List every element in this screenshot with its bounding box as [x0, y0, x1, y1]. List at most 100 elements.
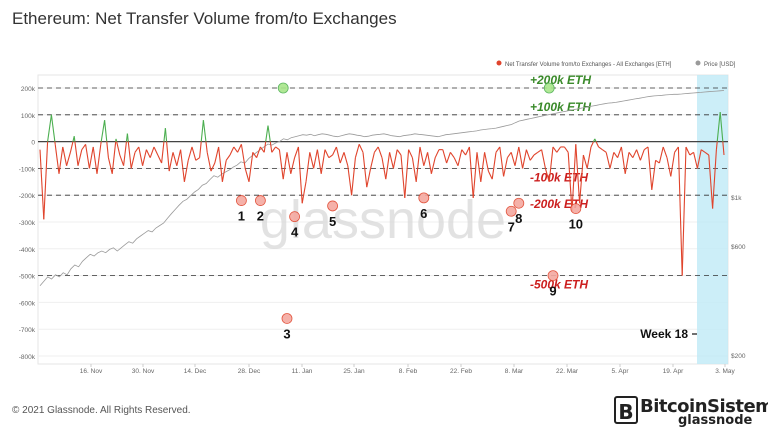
- net-transfer-segment: [200, 120, 204, 142]
- net-transfer-segment: [106, 141, 109, 158]
- net-transfer-segment: [210, 162, 216, 172]
- peak-marker: [235, 195, 247, 206]
- net-transfer-segment: [138, 146, 144, 166]
- legend-net-transfer-swatch: [496, 60, 502, 66]
- net-transfer-segment: [373, 146, 379, 153]
- net-transfer-segment: [77, 149, 83, 166]
- net-transfer-segment: [218, 146, 223, 182]
- x-tick-label: 28. Dec: [238, 368, 261, 375]
- net-transfer-segment: [571, 144, 577, 212]
- net-transfer-segment: [54, 144, 60, 174]
- net-transfer-segment: [81, 143, 87, 150]
- net-transfer-segment: [400, 154, 406, 198]
- net-transfer-segment: [366, 168, 372, 188]
- net-transfer-segment: [556, 146, 562, 153]
- bitcoin-b-icon: B: [614, 396, 638, 424]
- legend-price-swatch: [695, 60, 701, 66]
- net-transfer-segment: [252, 152, 258, 158]
- net-transfer-segment: [183, 160, 189, 182]
- peak-marker: [543, 82, 555, 94]
- net-transfer-segment: [73, 136, 76, 142]
- x-tick-label: 8. Feb: [399, 368, 418, 375]
- net-transfer-segment: [309, 152, 315, 169]
- net-transfer-segment: [290, 157, 296, 174]
- net-transfer-segment: [522, 149, 527, 169]
- net-transfer-segment: [134, 146, 140, 153]
- x-tick-label: 22. Mar: [556, 368, 579, 375]
- net-transfer-segment: [305, 152, 311, 182]
- net-transfer-segment: [468, 146, 474, 198]
- net-transfer-segment: [297, 146, 303, 204]
- price-layer: [39, 90, 725, 286]
- peak-marker-label: 2: [257, 209, 264, 224]
- net-transfer-segment: [166, 141, 170, 172]
- net-transfer-segment: [328, 154, 333, 159]
- y-tick-label: -800k: [19, 354, 36, 361]
- peak-marker-label: 3: [283, 326, 290, 341]
- chart-title: Ethereum: Net Transfer Volume from/to Ex…: [12, 9, 397, 28]
- net-transfer-segment: [404, 149, 410, 198]
- net-transfer-segment: [495, 146, 501, 153]
- net-transfer-segment: [461, 149, 467, 156]
- x-tick-label: 22. Feb: [450, 368, 472, 375]
- net-transfer-segment: [389, 152, 394, 169]
- net-transfer-segment: [50, 114, 56, 142]
- net-transfer-segment: [423, 152, 429, 166]
- net-transfer-segment: [377, 146, 383, 158]
- y-tick-label: -600k: [19, 300, 36, 307]
- y-tick-label: -400k: [19, 247, 36, 254]
- net-transfer-segment: [696, 149, 702, 169]
- net-transfer-segment: [594, 138, 597, 142]
- net-transfer-segment: [674, 146, 679, 153]
- net-transfer-segment: [449, 152, 455, 158]
- net-transfer-segment: [88, 146, 94, 169]
- net-transfer-segment: [126, 133, 129, 142]
- peak-marker: [505, 205, 517, 217]
- net-transfer-layer: [39, 112, 725, 276]
- y2-tick-label: $1k: [731, 195, 742, 202]
- x-tick-label: 8. Mar: [505, 368, 524, 375]
- net-transfer-segment: [294, 146, 299, 158]
- net-transfer-segment: [195, 157, 200, 161]
- net-transfer-segment: [343, 152, 349, 166]
- net-transfer-segment: [221, 160, 227, 182]
- net-transfer-segment: [715, 141, 718, 150]
- reference-line-label: +100k ETH: [530, 100, 591, 114]
- net-transfer-segment: [233, 146, 239, 153]
- x-tick-label: 19. Apr: [663, 368, 684, 375]
- net-transfer-segment: [119, 154, 125, 166]
- net-transfer-segment: [111, 141, 117, 174]
- peak-marker: [327, 200, 339, 212]
- reference-line-label: -100k ETH: [530, 170, 588, 184]
- y-tick-label: -500k: [19, 274, 36, 281]
- net-transfer-segment: [457, 149, 463, 166]
- net-transfer-segment: [491, 152, 497, 180]
- y-tick-label: -200k: [19, 193, 36, 200]
- net-transfer-segment: [157, 154, 163, 164]
- net-transfer-segment: [529, 154, 535, 161]
- net-transfer-segment: [149, 146, 155, 158]
- net-transfer-segment: [96, 144, 102, 174]
- net-transfer-segment: [617, 146, 622, 158]
- peak-marker: [570, 203, 582, 215]
- net-transfer-segment: [506, 152, 512, 158]
- net-transfer-segment: [347, 165, 353, 196]
- net-transfer-segment: [525, 149, 531, 161]
- net-transfer-segment: [47, 114, 52, 142]
- net-transfer-segment: [278, 149, 284, 180]
- net-transfer-segment: [662, 146, 668, 158]
- peak-marker-label: 7: [508, 219, 515, 234]
- net-transfer-segment: [335, 146, 341, 164]
- net-transfer-segment: [647, 146, 653, 190]
- net-transfer-segment: [415, 146, 421, 182]
- brand-name: BitcoinSistemi: [640, 396, 768, 417]
- net-transfer-segment: [385, 152, 391, 180]
- net-transfer-segment: [339, 152, 345, 164]
- x-tick-label: 14. Dec: [184, 368, 207, 375]
- net-transfer-segment: [199, 141, 202, 158]
- net-transfer-segment: [605, 152, 611, 169]
- net-transfer-segment: [396, 149, 402, 156]
- net-transfer-segment: [636, 149, 641, 161]
- x-tick-label: 16. Nov: [80, 368, 103, 375]
- net-transfer-segment: [104, 120, 108, 142]
